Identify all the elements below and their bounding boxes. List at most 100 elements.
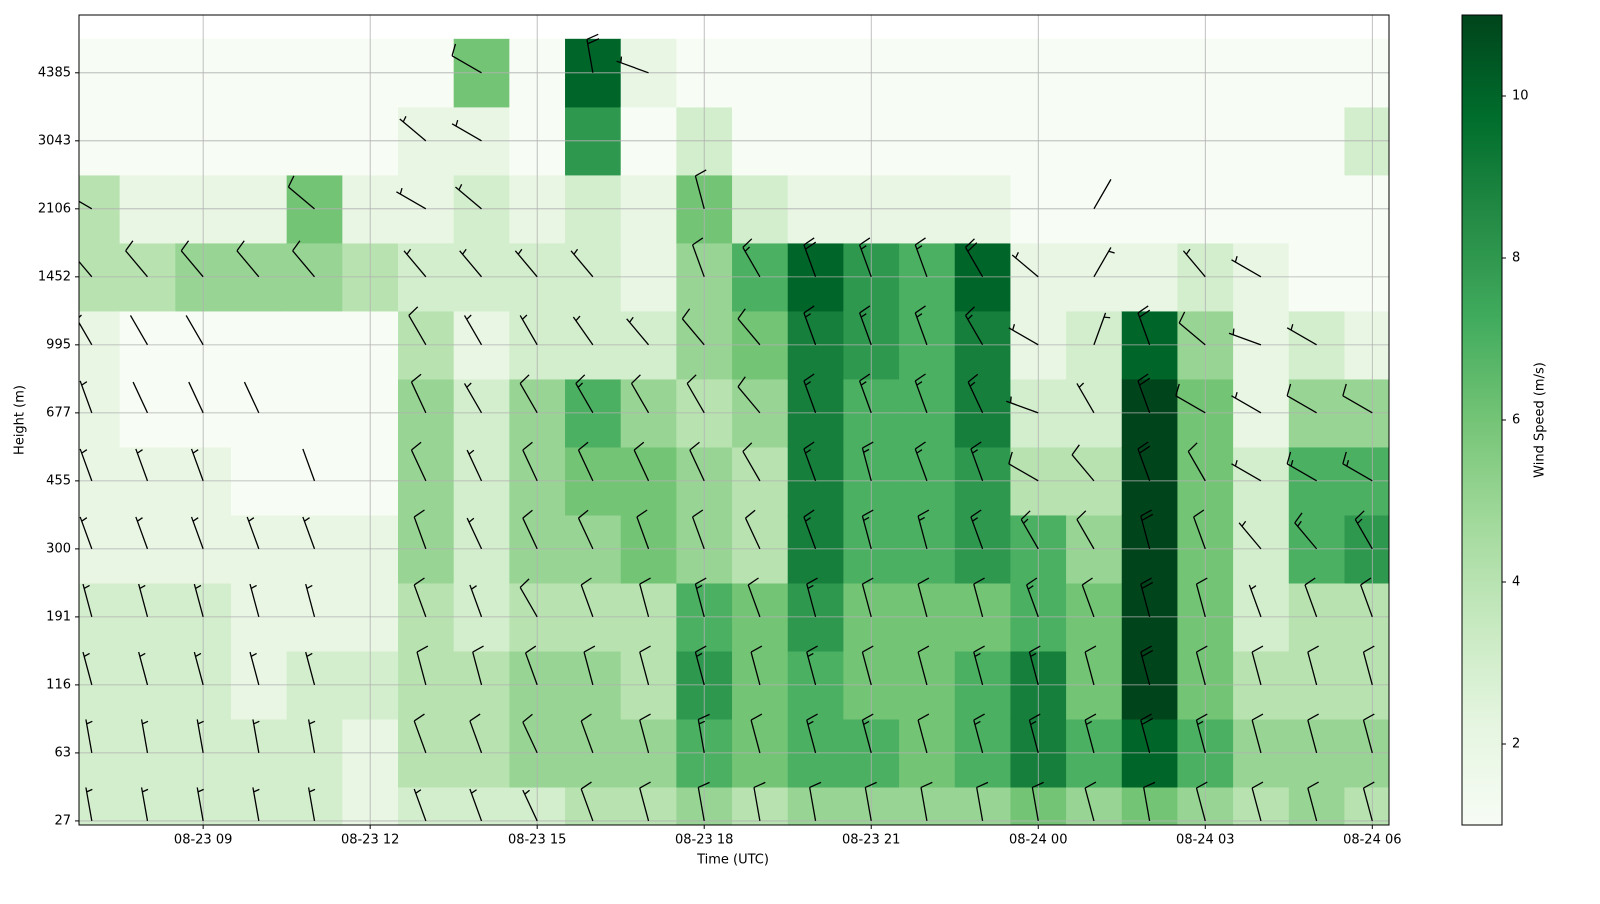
wind-barb: [396, 187, 427, 210]
colorbar: [1461, 14, 1503, 826]
wind-barb: [1008, 323, 1039, 346]
colorbar-tick-label: 4: [1512, 575, 1520, 590]
x-axis-label: Time (UTC): [696, 853, 769, 868]
x-tick-label: 08-24 03: [1176, 833, 1234, 848]
wind-barb: [138, 651, 149, 686]
wind-barb: [1193, 509, 1206, 550]
wind-barb: [861, 645, 874, 686]
wind-barb: [973, 645, 985, 686]
wind-barb: [302, 448, 316, 482]
wind-barb: [803, 237, 817, 278]
wind-barb: [1031, 781, 1044, 822]
wind-barb: [466, 449, 483, 482]
wind-barb: [806, 645, 818, 686]
wind-barb: [185, 315, 204, 346]
wind-barb: [1238, 520, 1262, 550]
wind-barb: [413, 713, 427, 754]
wind-barb: [196, 787, 204, 822]
wind-barb: [965, 238, 984, 278]
wind-barb: [522, 509, 538, 550]
wind-barb: [79, 200, 93, 210]
wind-barb: [575, 374, 594, 414]
wind-barb: [1307, 713, 1319, 754]
x-tick-label: 08-24 00: [1009, 833, 1067, 848]
wind-barb: [1006, 396, 1039, 414]
heat-cell: [1288, 786, 1346, 825]
wind-barb: [1137, 305, 1151, 346]
axes: 08-23 09 08-23 12 08-23 15 08-23 18 08-23 21…: [38, 65, 1529, 847]
wind-barb: [140, 787, 149, 822]
wind-barb: [287, 175, 315, 210]
wind-barb: [694, 169, 707, 209]
wind-barb: [577, 509, 594, 550]
wind-barb: [1008, 451, 1039, 482]
wind-barb: [1362, 713, 1375, 754]
wind-barb: [572, 315, 594, 346]
wind-barb: [1084, 713, 1097, 754]
colorbar-label: Wind Speed (m/s): [1533, 362, 1548, 478]
wind-barb: [1175, 383, 1206, 414]
wind-barb: [519, 578, 538, 618]
wind-barb: [413, 788, 427, 822]
y-tick-label: 455: [46, 473, 71, 488]
wind-barb: [917, 713, 930, 754]
wind-barb: [1137, 441, 1151, 482]
wind-barb: [1187, 442, 1206, 482]
wind-barb: [1304, 577, 1318, 618]
wind-barb: [1093, 312, 1111, 346]
wind-barb: [451, 43, 482, 74]
wind-barb: [1140, 645, 1154, 686]
wind-barb: [806, 577, 818, 618]
wind-barb: [1251, 781, 1264, 822]
x-tick-label: 08-24 06: [1343, 833, 1401, 848]
wind-barb: [1195, 781, 1208, 822]
wind-barb: [914, 305, 928, 346]
wind-barb: [519, 314, 538, 346]
wind-barb: [129, 315, 149, 346]
wind-barb: [973, 713, 985, 754]
wind-barb: [459, 248, 483, 278]
wind-barb: [466, 517, 483, 550]
wind-barb: [742, 442, 761, 482]
wind-barb: [193, 583, 204, 618]
wind-barb: [803, 509, 817, 550]
wind-barb: [861, 577, 874, 618]
wind-barb: [697, 781, 710, 822]
wind-barb: [1076, 382, 1095, 414]
heat-cell: [119, 786, 176, 825]
wind-barb: [472, 645, 484, 686]
wind-barb: [85, 719, 93, 754]
wind-barb: [917, 645, 930, 686]
wind-barb: [246, 516, 260, 550]
wind-barb: [79, 448, 93, 482]
x-tick-label: 08-23 21: [842, 833, 900, 848]
wind-barb: [292, 240, 315, 278]
wind-barb: [413, 509, 427, 550]
wind-barb: [1140, 713, 1154, 754]
wind-barb: [135, 516, 149, 550]
colorbar-tick-label: 10: [1512, 89, 1529, 104]
wind-barb: [249, 583, 260, 618]
wind-barb: [1231, 459, 1262, 482]
wind-barb: [1195, 713, 1208, 754]
wind-barb: [305, 651, 316, 686]
wind-barb: [737, 376, 761, 414]
wind-barb: [861, 509, 874, 550]
wind-barb: [1251, 645, 1264, 686]
heat-cell: [732, 786, 789, 825]
wind-barb: [1342, 451, 1373, 482]
wind-barb: [125, 240, 148, 278]
wind-barb: [188, 381, 204, 414]
wind-barb: [1228, 328, 1262, 346]
wind-barb: [753, 781, 766, 822]
wind-barb: [639, 713, 651, 754]
wind-barb: [750, 645, 763, 686]
wind-barb: [580, 577, 594, 618]
y-axis-label: Height (m): [13, 385, 28, 455]
x-tick-label: 08-23 12: [341, 833, 399, 848]
wind-barb: [803, 305, 817, 346]
wind-barb: [85, 787, 93, 822]
wind-barb: [455, 184, 482, 210]
wind-barb: [1143, 781, 1156, 822]
wind-barb: [524, 645, 538, 686]
